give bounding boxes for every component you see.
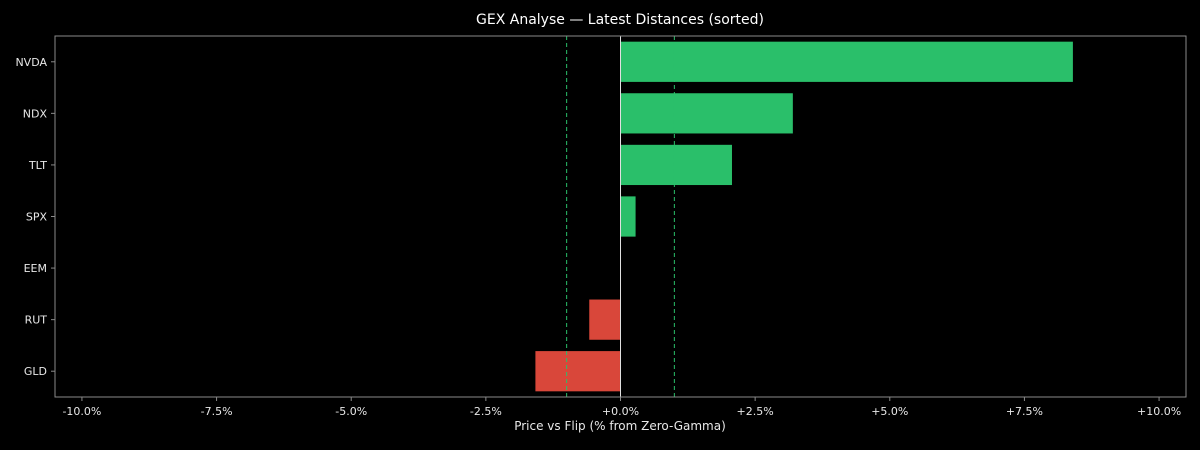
bar-nvda bbox=[620, 41, 1073, 82]
bar-spx bbox=[620, 196, 636, 237]
y-tick-label-rut: RUT bbox=[25, 314, 48, 327]
x-tick-label: +0.0% bbox=[602, 405, 639, 418]
y-tick-label-tlt: TLT bbox=[28, 159, 47, 172]
chart-title: GEX Analyse — Latest Distances (sorted) bbox=[476, 12, 764, 28]
bar-tlt bbox=[620, 144, 732, 186]
x-tick-label: -5.0% bbox=[335, 405, 367, 418]
bar-rut bbox=[589, 299, 621, 340]
y-tick-label-spx: SPX bbox=[26, 211, 48, 224]
plot-area: NVDA NDX TLT SPX EEM RUT GLD -10.0% -7.5% -5.0% -2… bbox=[15, 35, 1187, 418]
y-tick-label-nvda: NVDA bbox=[15, 56, 47, 69]
x-tick-label: +10.0% bbox=[1137, 405, 1181, 418]
bar-ndx bbox=[620, 93, 793, 134]
x-tick-label: -7.5% bbox=[201, 405, 233, 418]
bar-gld bbox=[535, 351, 621, 392]
x-tick-label: +7.5% bbox=[1006, 405, 1043, 418]
x-tick-label: +5.0% bbox=[871, 405, 908, 418]
x-tick-label: -2.5% bbox=[470, 405, 502, 418]
x-tick-label: -10.0% bbox=[62, 405, 101, 418]
x-tick-label: +2.5% bbox=[737, 405, 774, 418]
y-tick-label-ndx: NDX bbox=[23, 107, 48, 120]
y-tick-label-eem: EEM bbox=[24, 262, 47, 275]
y-tick-label-gld: GLD bbox=[24, 365, 47, 378]
x-axis-label: Price vs Flip (% from Zero-Gamma) bbox=[514, 419, 726, 433]
